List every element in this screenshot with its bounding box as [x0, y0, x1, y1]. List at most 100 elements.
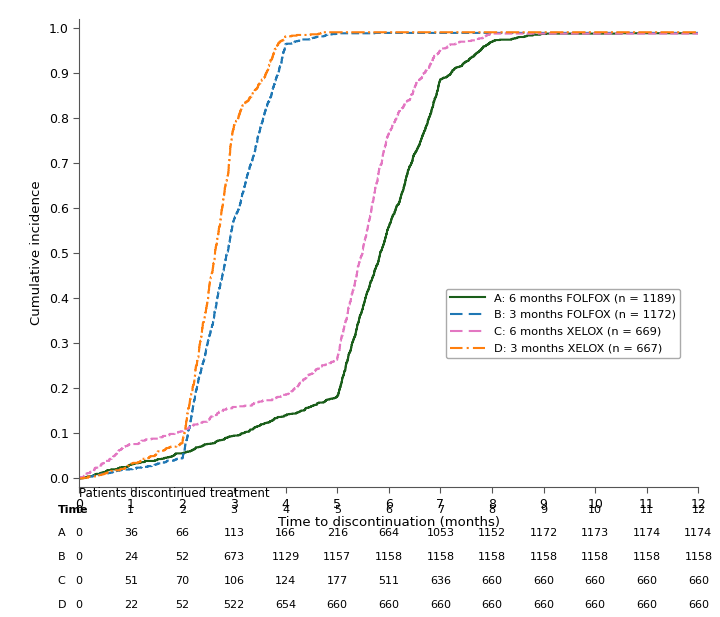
Text: 177: 177 [327, 576, 348, 586]
B: 3 months FOLFOX (n = 1172): (2.14, 0.113): 3 months FOLFOX (n = 1172): (2.14, 0.113… [186, 423, 194, 431]
Legend: A: 6 months FOLFOX (n = 1189), B: 3 months FOLFOX (n = 1172), C: 6 months XELOX : A: 6 months FOLFOX (n = 1189), B: 3 mont… [446, 289, 680, 358]
C: 6 months XELOX (n = 669): (8, 0.987): 6 months XELOX (n = 669): (8, 0.987) [487, 30, 496, 37]
B: 3 months FOLFOX (n = 1172): (3.76, 0.864): 3 months FOLFOX (n = 1172): (3.76, 0.864… [269, 85, 277, 93]
D: 3 months XELOX (n = 667): (2.94, 0.745): 3 months XELOX (n = 667): (2.94, 0.745) [227, 139, 235, 146]
Text: 1158: 1158 [633, 552, 661, 562]
Text: 636: 636 [430, 576, 451, 586]
Text: 4: 4 [282, 505, 289, 515]
Text: 8: 8 [488, 505, 495, 515]
Text: 660: 660 [688, 576, 709, 586]
Text: 660: 660 [585, 576, 606, 586]
Text: 660: 660 [327, 600, 348, 610]
Text: 66: 66 [176, 528, 189, 539]
Text: 664: 664 [378, 528, 400, 539]
Text: 0: 0 [76, 552, 83, 562]
Text: 660: 660 [636, 576, 657, 586]
A: 6 months FOLFOX (n = 1189): (2.42, 0.074): 6 months FOLFOX (n = 1189): (2.42, 0.074… [200, 441, 209, 449]
Text: 5: 5 [333, 505, 341, 515]
Text: 660: 660 [482, 600, 503, 610]
Text: 1158: 1158 [374, 552, 403, 562]
Text: D: D [58, 600, 66, 610]
Text: 673: 673 [223, 552, 245, 562]
Line: B: 3 months FOLFOX (n = 1172): B: 3 months FOLFOX (n = 1172) [79, 33, 698, 478]
Text: 1: 1 [127, 505, 135, 515]
Text: 1174: 1174 [633, 528, 661, 539]
Text: 6: 6 [385, 505, 392, 515]
A: 6 months FOLFOX (n = 1189): (7.14, 0.892): 6 months FOLFOX (n = 1189): (7.14, 0.892… [443, 73, 451, 80]
Text: 0: 0 [76, 528, 83, 539]
Text: B: B [58, 552, 65, 562]
Text: 660: 660 [688, 600, 709, 610]
Text: 1152: 1152 [478, 528, 506, 539]
Text: 70: 70 [176, 576, 189, 586]
Text: A: A [58, 528, 65, 539]
D: 3 months XELOX (n = 667): (12, 0.99): 3 months XELOX (n = 667): (12, 0.99) [694, 28, 703, 36]
Text: 660: 660 [482, 576, 503, 586]
Text: 1174: 1174 [684, 528, 713, 539]
Text: 1157: 1157 [323, 552, 351, 562]
Line: C: 6 months XELOX (n = 669): C: 6 months XELOX (n = 669) [79, 33, 698, 478]
B: 3 months FOLFOX (n = 1172): (3.34, 0.702): 3 months FOLFOX (n = 1172): (3.34, 0.702… [248, 158, 256, 165]
Text: 1129: 1129 [271, 552, 300, 562]
Text: 1158: 1158 [581, 552, 609, 562]
A: 6 months FOLFOX (n = 1189): (2.43, 0.0757): 6 months FOLFOX (n = 1189): (2.43, 0.075… [200, 441, 209, 448]
A: 6 months FOLFOX (n = 1189): (0, 0): 6 months FOLFOX (n = 1189): (0, 0) [75, 474, 84, 482]
D: 3 months XELOX (n = 667): (2.92, 0.723): 3 months XELOX (n = 667): (2.92, 0.723) [226, 149, 235, 156]
B: 3 months FOLFOX (n = 1172): (0, 0): 3 months FOLFOX (n = 1172): (0, 0) [75, 474, 84, 482]
Text: 106: 106 [223, 576, 245, 586]
Text: 51: 51 [124, 576, 138, 586]
C: 6 months XELOX (n = 669): (12, 0.987): 6 months XELOX (n = 669): (12, 0.987) [694, 30, 703, 37]
Text: 0: 0 [76, 576, 83, 586]
Text: 7: 7 [437, 505, 444, 515]
Text: 522: 522 [223, 600, 245, 610]
Text: 12: 12 [691, 505, 706, 515]
A: 6 months FOLFOX (n = 1189): (5.78, 0.474): 6 months FOLFOX (n = 1189): (5.78, 0.474… [373, 261, 382, 268]
C: 6 months XELOX (n = 669): (5.21, 0.377): 6 months XELOX (n = 669): (5.21, 0.377) [344, 305, 353, 312]
D: 3 months XELOX (n = 667): (3.86, 0.961): 3 months XELOX (n = 667): (3.86, 0.961) [274, 41, 282, 49]
D: 3 months XELOX (n = 667): (0, 0): 3 months XELOX (n = 667): (0, 0) [75, 474, 84, 482]
Text: 511: 511 [378, 576, 400, 586]
Text: 2: 2 [179, 505, 186, 515]
D: 3 months XELOX (n = 667): (2.47, 0.379): 3 months XELOX (n = 667): (2.47, 0.379) [202, 304, 211, 311]
C: 6 months XELOX (n = 669): (2.5, 0.13): 6 months XELOX (n = 669): (2.5, 0.13) [204, 416, 212, 423]
Line: A: 6 months FOLFOX (n = 1189): A: 6 months FOLFOX (n = 1189) [79, 33, 698, 478]
Text: 660: 660 [636, 600, 657, 610]
Text: 1158: 1158 [529, 552, 558, 562]
Text: 1158: 1158 [684, 552, 713, 562]
Text: 0: 0 [76, 600, 83, 610]
Text: 660: 660 [378, 600, 400, 610]
C: 6 months XELOX (n = 669): (5.94, 0.74): 6 months XELOX (n = 669): (5.94, 0.74) [382, 141, 390, 149]
B: 3 months FOLFOX (n = 1172): (2.71, 0.417): 3 months FOLFOX (n = 1172): (2.71, 0.417… [215, 286, 223, 294]
Text: 52: 52 [176, 600, 189, 610]
D: 3 months XELOX (n = 667): (5, 0.99): 3 months XELOX (n = 667): (5, 0.99) [333, 28, 341, 36]
C: 6 months XELOX (n = 669): (0, 0): 6 months XELOX (n = 669): (0, 0) [75, 474, 84, 482]
Line: D: 3 months XELOX (n = 667): D: 3 months XELOX (n = 667) [79, 32, 698, 478]
X-axis label: Time to discontinuation (months): Time to discontinuation (months) [278, 516, 500, 529]
C: 6 months XELOX (n = 669): (7.14, 0.955): 6 months XELOX (n = 669): (7.14, 0.955) [443, 44, 451, 51]
Text: Time: Time [58, 505, 88, 515]
Text: 1173: 1173 [581, 528, 609, 539]
Text: 1172: 1172 [529, 528, 558, 539]
C: 6 months XELOX (n = 669): (5.57, 0.544): 6 months XELOX (n = 669): (5.57, 0.544) [362, 230, 371, 237]
D: 3 months XELOX (n = 667): (2.08, 0.13): 3 months XELOX (n = 667): (2.08, 0.13) [182, 416, 191, 423]
Text: 1158: 1158 [426, 552, 454, 562]
Text: 3: 3 [230, 505, 238, 515]
Text: 36: 36 [124, 528, 138, 539]
A: 6 months FOLFOX (n = 1189): (5, 0.182): 6 months FOLFOX (n = 1189): (5, 0.182) [333, 393, 341, 400]
Text: 22: 22 [124, 600, 138, 610]
C: 6 months XELOX (n = 669): (5.89, 0.719): 6 months XELOX (n = 669): (5.89, 0.719) [379, 151, 387, 158]
Text: 660: 660 [533, 576, 554, 586]
B: 3 months FOLFOX (n = 1172): (2.59, 0.342): 3 months FOLFOX (n = 1172): (2.59, 0.342… [209, 320, 217, 328]
Text: 660: 660 [533, 600, 554, 610]
Text: 654: 654 [275, 600, 296, 610]
Text: 113: 113 [223, 528, 245, 539]
D: 3 months XELOX (n = 667): (2.7, 0.549): 3 months XELOX (n = 667): (2.7, 0.549) [215, 227, 223, 234]
Text: 166: 166 [275, 528, 296, 539]
B: 3 months FOLFOX (n = 1172): (6, 0.988): 3 months FOLFOX (n = 1172): (6, 0.988) [384, 29, 393, 36]
Y-axis label: Cumulative incidence: Cumulative incidence [30, 181, 43, 325]
Text: 660: 660 [585, 600, 606, 610]
A: 6 months FOLFOX (n = 1189): (10.5, 0.987): 6 months FOLFOX (n = 1189): (10.5, 0.987… [617, 30, 626, 37]
Text: 124: 124 [275, 576, 296, 586]
B: 3 months FOLFOX (n = 1172): (12, 0.988): 3 months FOLFOX (n = 1172): (12, 0.988) [694, 29, 703, 36]
Text: 1158: 1158 [478, 552, 506, 562]
